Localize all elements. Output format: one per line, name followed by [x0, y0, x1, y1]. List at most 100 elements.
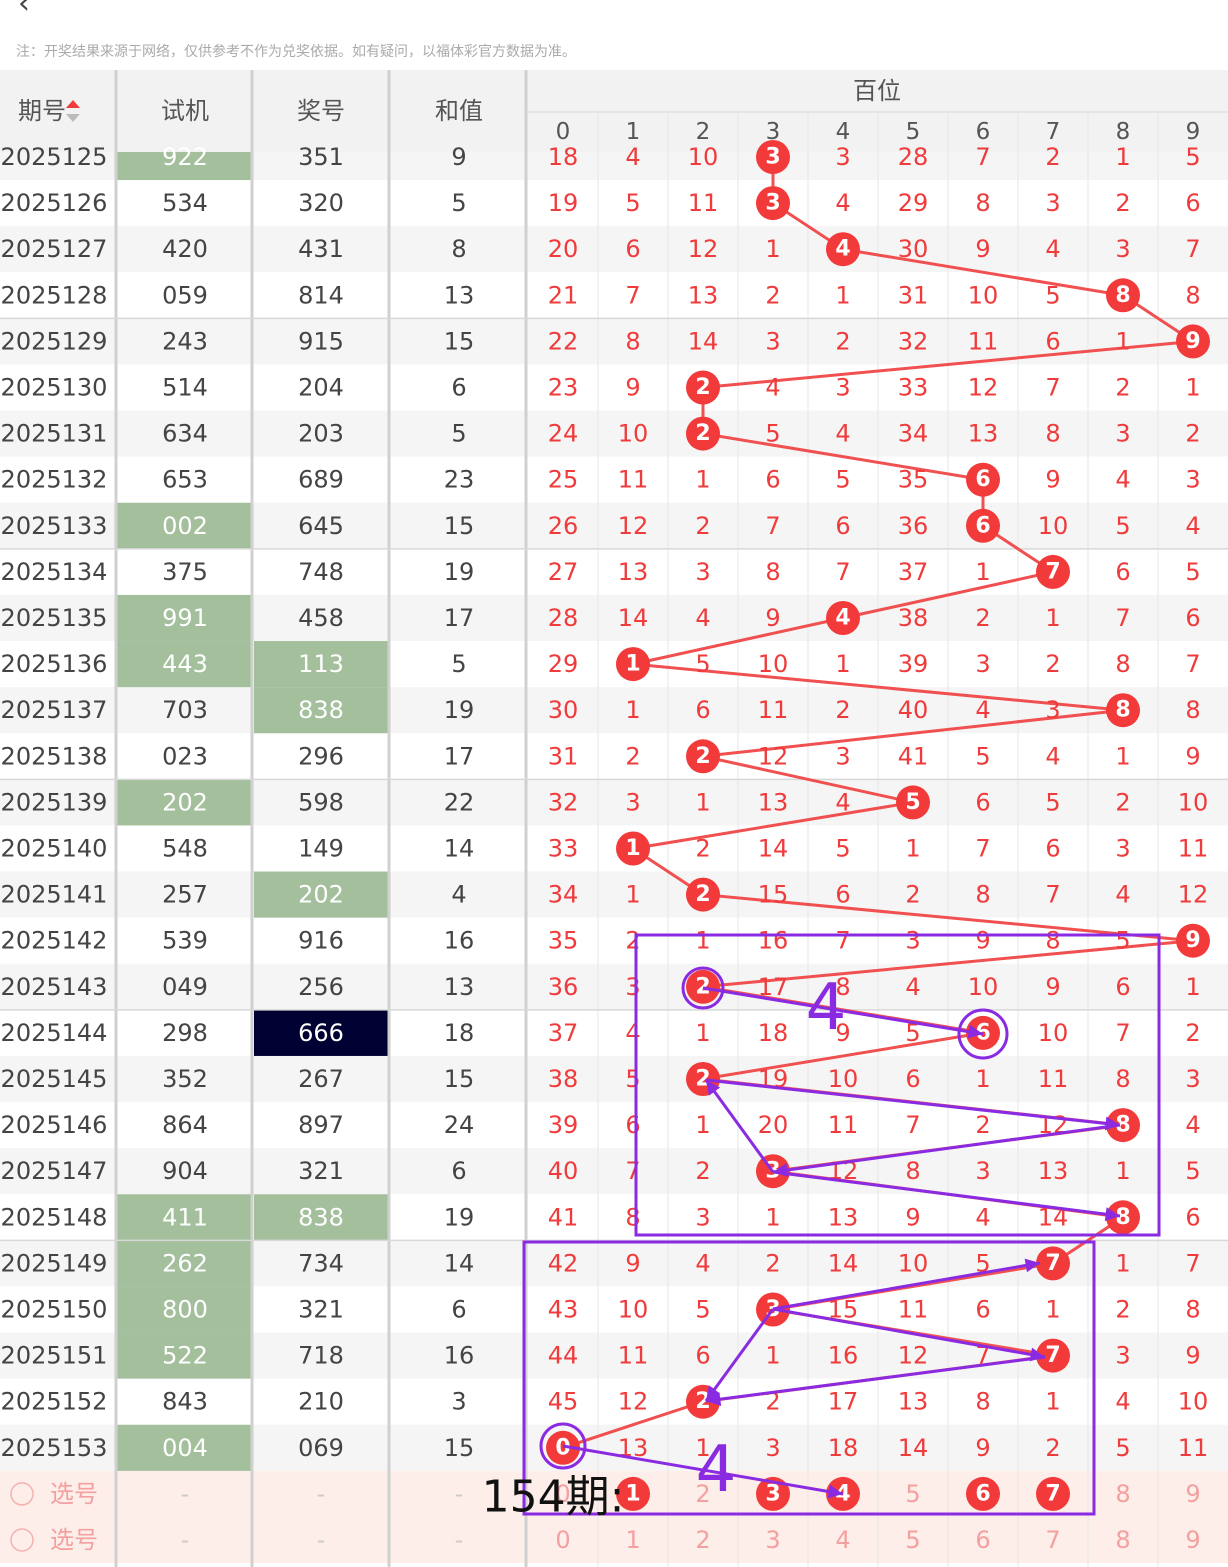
miss-count: 1 [1115, 143, 1130, 171]
pick-label[interactable]: 选号 [50, 1480, 98, 1508]
pick-trial: - [181, 1526, 190, 1554]
miss-count: 8 [1115, 1065, 1130, 1093]
trial-cell: 514 [162, 374, 208, 402]
miss-count: 2 [1185, 420, 1200, 448]
pick-ball-number[interactable]: 1 [625, 1481, 640, 1506]
miss-count: 5 [975, 1249, 990, 1277]
arrowhead-icon [1104, 1207, 1120, 1222]
pick-ball[interactable] [756, 1476, 790, 1511]
issue-cell: 2025152 [1, 1388, 108, 1416]
issue-cell: 2025141 [1, 881, 108, 909]
annotation-arrow [772, 1170, 1121, 1218]
pick-ball[interactable] [616, 1476, 650, 1511]
miss-count: 5 [1185, 558, 1200, 586]
trial-cell: 298 [162, 1019, 208, 1047]
miss-count: 4 [1185, 512, 1200, 540]
miss-count: 7 [1115, 1019, 1130, 1047]
pick-ball-number[interactable]: 7 [1045, 1481, 1060, 1506]
pick-digit[interactable]: 3 [765, 1526, 780, 1554]
miss-count: 3 [695, 558, 710, 586]
pick-digit[interactable]: 0 [555, 1480, 570, 1508]
miss-count: 36 [898, 512, 929, 540]
pick-digit[interactable]: 4 [835, 1526, 850, 1554]
pick-radio[interactable] [10, 1482, 34, 1506]
pick-digit[interactable]: 7 [1045, 1526, 1060, 1554]
win-cell: 202 [298, 881, 344, 909]
win-cell: 296 [298, 742, 344, 770]
sum-cell: 13 [444, 973, 475, 1001]
hit-ball [1176, 324, 1210, 359]
miss-count: 7 [1185, 1249, 1200, 1277]
sum-cell: 9 [451, 143, 466, 171]
miss-count: 12 [1178, 881, 1209, 909]
miss-count: 5 [765, 420, 780, 448]
pick-label[interactable]: 选号 [50, 1526, 98, 1554]
miss-count: 8 [1045, 927, 1060, 955]
win-highlight [254, 641, 388, 688]
sum-cell: 13 [444, 281, 475, 309]
miss-count: 27 [548, 558, 579, 586]
pick-digit[interactable]: 1 [625, 1526, 640, 1554]
miss-count: 1 [1185, 973, 1200, 1001]
arrowhead-icon [706, 1080, 721, 1096]
miss-count: 22 [548, 327, 579, 355]
miss-count: 9 [765, 604, 780, 632]
annotation-arrow [772, 1123, 1121, 1174]
hit-ball-number: 7 [1045, 1343, 1060, 1368]
table-row [0, 180, 1228, 227]
pick-ball[interactable] [966, 1476, 1000, 1511]
pick-digit[interactable]: 5 [905, 1480, 920, 1508]
miss-count: 3 [695, 1203, 710, 1231]
pick-digit[interactable]: 9 [1185, 1526, 1200, 1554]
arrowhead-icon [706, 1392, 722, 1407]
pick-ball-number[interactable]: 6 [975, 1481, 990, 1506]
pick-digit[interactable]: 6 [975, 1526, 990, 1554]
win-cell: 210 [298, 1388, 344, 1416]
trial-cell: 653 [162, 466, 208, 494]
miss-count: 24 [548, 420, 579, 448]
miss-count: 30 [548, 696, 579, 724]
pick-digit[interactable]: 2 [695, 1480, 710, 1508]
pick-digit[interactable]: 0 [555, 1526, 570, 1554]
issue-cell: 2025137 [1, 696, 108, 724]
sum-cell: 24 [444, 1111, 475, 1139]
sort-up-icon[interactable] [66, 100, 80, 108]
pick-digit[interactable]: 5 [905, 1526, 920, 1554]
trial-cell: 922 [162, 143, 208, 171]
sort-down-icon[interactable] [66, 114, 80, 122]
pick-digit[interactable]: 9 [1185, 1480, 1200, 1508]
annotation-box [522, 1240, 1096, 1516]
sum-cell: 6 [451, 374, 466, 402]
miss-count: 9 [625, 374, 640, 402]
pick-digit[interactable]: 8 [1115, 1526, 1130, 1554]
back-arrow-icon[interactable]: ‹ [18, 0, 30, 21]
win-cell: 666 [298, 1019, 344, 1047]
miss-count: 10 [618, 1296, 649, 1324]
miss-count: 1 [625, 696, 640, 724]
miss-count: 4 [975, 1203, 990, 1231]
miss-count: 8 [1115, 650, 1130, 678]
miss-count: 4 [765, 374, 780, 402]
pick-digit[interactable]: 2 [695, 1526, 710, 1554]
pick-ball-number[interactable]: 3 [765, 1481, 780, 1506]
miss-count: 2 [905, 881, 920, 909]
miss-count: 3 [1185, 466, 1200, 494]
annotation-box [634, 933, 1161, 1237]
annotation-arrow [705, 1355, 1046, 1403]
miss-count: 13 [688, 281, 719, 309]
sum-cell: 5 [451, 420, 466, 448]
issue-header[interactable]: 期号 [18, 97, 66, 125]
miss-count: 9 [835, 1019, 850, 1047]
pick-digit[interactable]: 8 [1115, 1480, 1130, 1508]
issue-cell: 2025135 [1, 604, 108, 632]
pick-radio[interactable] [10, 1528, 34, 1552]
miss-count: 35 [898, 466, 929, 494]
digit-header: 0 [556, 119, 571, 145]
pick-ball[interactable] [1036, 1476, 1070, 1511]
miss-count: 5 [1115, 1434, 1130, 1462]
miss-count: 12 [618, 512, 649, 540]
trial-cell: 004 [162, 1434, 208, 1462]
miss-count: 25 [548, 466, 579, 494]
miss-count: 41 [548, 1203, 579, 1231]
trial-header: 试机 [161, 97, 209, 125]
